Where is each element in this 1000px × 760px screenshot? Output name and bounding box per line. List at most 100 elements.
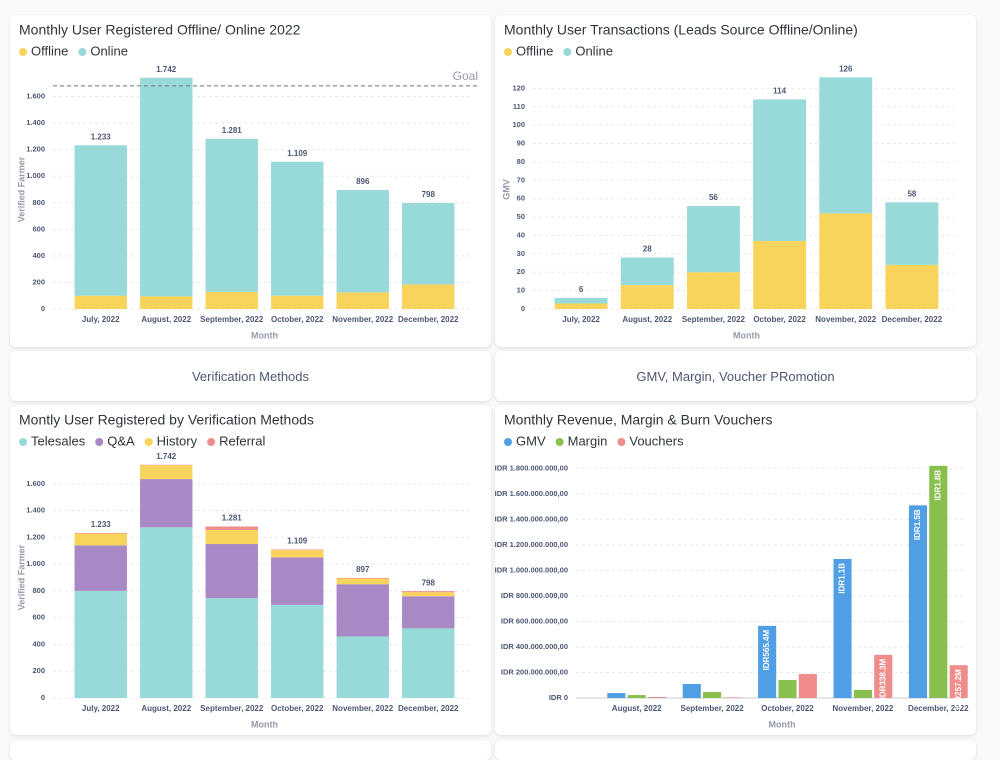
total-label: 1.233	[91, 132, 112, 141]
bar-segment	[402, 591, 454, 592]
y-tick-label: 90	[517, 139, 525, 148]
y-tick-label: 30	[517, 249, 525, 258]
bar	[683, 684, 701, 698]
bar-segment	[271, 605, 323, 698]
bar	[799, 674, 817, 698]
legend-label: Q&A	[107, 433, 135, 448]
bar-segment	[206, 139, 258, 292]
legend-label: Online	[90, 43, 128, 58]
x-tick-label: November, 2022	[832, 704, 893, 713]
bar-segment	[819, 77, 872, 213]
chart-title: Monthly User Transactions (Leads Source …	[504, 22, 858, 38]
bar-segment	[337, 584, 389, 636]
y-tick-label: 600	[32, 613, 45, 622]
bar-segment	[555, 303, 608, 309]
total-label: 126	[839, 64, 853, 73]
bar-segment	[140, 479, 192, 527]
bar	[854, 690, 872, 698]
bar-segment	[687, 272, 740, 309]
bar-segment	[75, 296, 127, 309]
total-label: 1.233	[91, 520, 112, 529]
y-tick-label: 110	[513, 102, 525, 111]
bar-segment	[75, 145, 127, 295]
y-axis-label: Verified Farmer	[16, 544, 26, 610]
value-label: IDR257.2M	[954, 669, 963, 710]
x-tick-label: August, 2022	[612, 704, 662, 713]
y-tick-label: IDR 800.000.000,00	[501, 591, 568, 600]
total-label: 1.281	[222, 514, 243, 523]
y-tick-label: IDR 0	[549, 693, 568, 702]
bar-segment	[402, 284, 454, 309]
total-label: 896	[356, 177, 370, 186]
total-label: 56	[709, 193, 718, 202]
x-tick-label: September, 2022	[200, 704, 264, 713]
chart: Montly User Registered by Verification M…	[10, 405, 491, 735]
y-tick-label: 80	[517, 157, 525, 166]
total-label: 798	[422, 578, 436, 587]
y-tick-label: 1.400	[26, 118, 45, 127]
bar	[648, 697, 666, 698]
value-label: IDR565.4M	[762, 630, 771, 671]
bar-segment	[271, 557, 323, 605]
y-tick-label: 50	[517, 212, 525, 221]
bar-segment	[819, 213, 872, 309]
y-tick-label: 0	[521, 304, 525, 313]
legend-dot	[563, 48, 571, 56]
bar	[778, 680, 796, 698]
bar-segment	[402, 203, 454, 284]
legend-dot	[504, 438, 512, 446]
total-label: 798	[422, 190, 436, 199]
x-tick-label: October, 2022	[271, 704, 324, 713]
x-tick-label: July, 2022	[82, 315, 120, 324]
bar-segment	[140, 296, 192, 309]
legend-dot	[78, 48, 86, 56]
legend-label: Online	[575, 43, 613, 58]
x-axis-label: Month	[769, 719, 796, 729]
x-axis-label: Month	[733, 330, 760, 340]
x-tick-label: August, 2022	[141, 704, 191, 713]
bar	[723, 697, 741, 698]
legend-label: History	[157, 433, 198, 448]
bar-segment	[206, 292, 258, 309]
bar-segment	[75, 533, 127, 534]
y-tick-label: IDR 1.600.000.000,00	[495, 489, 568, 498]
y-tick-label: IDR 1.400.000.000,00	[495, 514, 568, 523]
legend-dot	[207, 438, 215, 446]
bar-segment	[621, 258, 674, 286]
x-tick-label: September, 2022	[682, 315, 746, 324]
x-tick-label: November, 2022	[332, 704, 393, 713]
bar-segment	[206, 526, 258, 529]
legend-label: Offline	[31, 43, 68, 58]
bar-segment	[885, 202, 938, 265]
card	[10, 740, 491, 760]
bar	[607, 693, 625, 698]
y-tick-label: 1.200	[26, 145, 45, 154]
x-tick-label: November, 2022	[815, 315, 876, 324]
y-tick-label: 800	[32, 586, 45, 595]
y-tick-label: 200	[32, 277, 45, 286]
bar-segment	[402, 596, 454, 628]
x-tick-label: September, 2022	[681, 704, 745, 713]
y-tick-label: IDR 400.000.000,00	[501, 642, 568, 651]
y-tick-label: IDR 1.800.000.000,00	[495, 463, 568, 472]
section-header: Verification Methods	[10, 351, 491, 401]
bar-segment	[271, 162, 323, 296]
total-label: 28	[643, 245, 652, 254]
chart: Monthly Revenue, Margin & Burn VouchersG…	[495, 405, 976, 735]
legend-label: Offline	[516, 43, 553, 58]
y-tick-label: 20	[517, 267, 525, 276]
card	[495, 740, 976, 760]
bar-segment	[753, 241, 806, 309]
total-label: 1.742	[156, 452, 177, 461]
section-header: GMV, Margin, Voucher PRomotion	[495, 351, 976, 401]
chart-card: Monthly User Registered Offline/ Online …	[10, 15, 491, 347]
y-tick-label: 1.200	[26, 532, 45, 541]
y-tick-label: 40	[517, 230, 525, 239]
y-tick-label: 1.000	[26, 559, 45, 568]
y-tick-label: 200	[32, 666, 45, 675]
chart-title: Montly User Registered by Verification M…	[19, 412, 314, 428]
bar-segment	[337, 190, 389, 292]
total-label: 1.109	[287, 149, 308, 158]
chart: Monthly User Registered Offline/ Online …	[10, 15, 491, 347]
total-label: 6	[579, 285, 584, 294]
